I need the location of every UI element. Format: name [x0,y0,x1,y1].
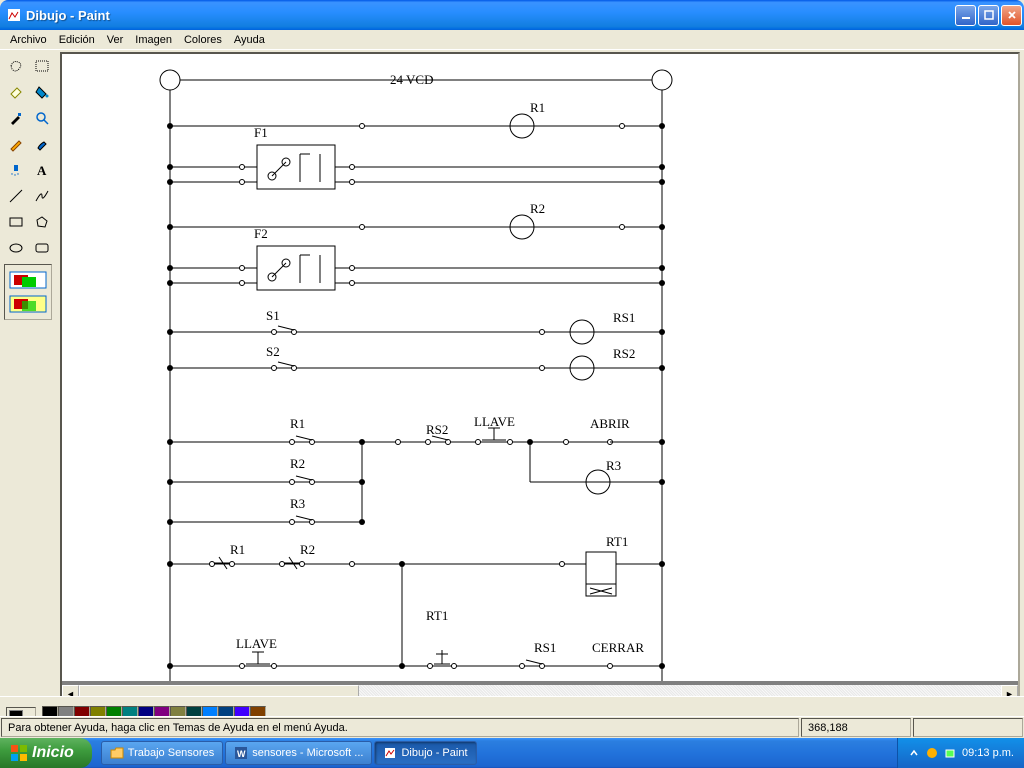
tool-fill[interactable] [30,80,54,104]
tool-text[interactable]: A [30,158,54,182]
tray-icon [944,747,956,759]
tray-icon [926,747,938,759]
app-icon [6,7,22,23]
svg-text:S2: S2 [266,344,280,359]
taskbar: Inicio Trabajo Sensores W sensores - Mic… [0,738,1024,768]
status-coords: 368,188 [801,718,911,737]
svg-text:RS1: RS1 [534,640,556,655]
svg-text:24 VCD: 24 VCD [390,72,433,87]
svg-text:RS2: RS2 [426,422,448,437]
status-size [913,718,1023,737]
tool-rect-select[interactable] [30,54,54,78]
tool-airbrush[interactable] [4,158,28,182]
menu-ayuda[interactable]: Ayuda [228,32,271,48]
start-label: Inicio [32,744,74,762]
tool-brush[interactable] [30,132,54,156]
title-bar: Dibujo - Paint [0,0,1024,30]
menu-edicion[interactable]: Edición [53,32,101,48]
tool-pencil[interactable] [4,132,28,156]
svg-text:RT1: RT1 [606,534,628,549]
svg-text:LLAVE: LLAVE [474,414,515,429]
tool-picker[interactable] [4,106,28,130]
canvas-scroll[interactable]: 24 VCD R1 F1 R2 F2 S1 RS1 S2 RS2 R1 RS2 LLAVE ABRIR R… [62,54,1018,702]
close-button[interactable] [1001,5,1022,26]
svg-text:RS1: RS1 [613,310,635,325]
canvas[interactable]: 24 VCD R1 F1 R2 F2 S1 RS1 S2 RS2 R1 RS2 LLAVE ABRIR R… [62,54,1018,681]
svg-text:R1: R1 [290,416,305,431]
word-icon: W [234,746,248,760]
svg-text:S1: S1 [266,308,280,323]
taskbar-item-label: Dibujo - Paint [401,747,467,759]
opaque-option-icon [8,270,48,290]
maximize-button[interactable] [978,5,999,26]
minimize-button[interactable] [955,5,976,26]
taskbar-item-label: Trabajo Sensores [128,747,214,759]
menu-archivo[interactable]: Archivo [4,32,53,48]
taskbar-item-paint[interactable]: Dibujo - Paint [374,741,476,765]
status-help-text: Para obtener Ayuda, haga clic en Temas d… [1,718,799,737]
circuit-diagram: 24 VCD R1 F1 R2 F2 S1 RS1 S2 RS2 R1 RS2 LLAVE ABRIR R… [62,54,1018,681]
menu-colores[interactable]: Colores [178,32,228,48]
tool-polygon[interactable] [30,210,54,234]
tool-magnifier[interactable] [30,106,54,130]
menu-ver[interactable]: Ver [101,32,130,48]
svg-text:R2: R2 [530,201,545,216]
menu-imagen[interactable]: Imagen [129,32,178,48]
svg-text:R1: R1 [230,542,245,557]
tool-options[interactable] [4,264,52,320]
tool-roundrect[interactable] [30,236,54,260]
svg-text:R2: R2 [300,542,315,557]
tray-chevron-icon [908,747,920,759]
svg-text:R2: R2 [290,456,305,471]
svg-text:R1: R1 [530,100,545,115]
svg-text:F2: F2 [254,226,268,241]
tool-free-select[interactable] [4,54,28,78]
windows-logo-icon [10,744,28,762]
title-text: Dibujo - Paint [26,8,955,23]
transparent-option-icon [8,294,48,314]
svg-text:RS2: RS2 [613,346,635,361]
tool-ellipse[interactable] [4,236,28,260]
svg-text:R3: R3 [606,458,621,473]
tool-rect[interactable] [4,210,28,234]
taskbar-item-label: sensores - Microsoft ... [252,747,363,759]
svg-text:CERRAR: CERRAR [592,640,644,655]
svg-text:F1: F1 [254,125,268,140]
svg-text:R3: R3 [290,496,305,511]
menu-bar: Archivo Edición Ver Imagen Colores Ayuda [0,30,1024,50]
window-buttons [955,5,1022,26]
tool-line[interactable] [4,184,28,208]
folder-icon [110,746,124,760]
clock: 09:13 p.m. [962,747,1014,759]
taskbar-item-word[interactable]: W sensores - Microsoft ... [225,741,372,765]
system-tray[interactable]: 09:13 p.m. [897,738,1024,768]
canvas-viewport: 24 VCD R1 F1 R2 F2 S1 RS1 S2 RS2 R1 RS2 LLAVE ABRIR R… [60,52,1020,704]
paint-icon [383,746,397,760]
taskbar-item-folder[interactable]: Trabajo Sensores [101,741,223,765]
client-area: A 24 VCD R1 F1 R2 F2 S1 RS1 S2 RS2 R1 RS2 LLAVE ABRI… [0,50,1024,746]
svg-text:LLAVE: LLAVE [236,636,277,651]
start-button[interactable]: Inicio [0,738,92,768]
svg-text:RT1: RT1 [426,608,448,623]
tool-curve[interactable] [30,184,54,208]
svg-text:A: A [37,163,47,178]
toolbox: A [4,54,56,320]
svg-text:ABRIR: ABRIR [590,416,630,431]
svg-text:W: W [237,749,246,759]
tool-eraser[interactable] [4,80,28,104]
status-bar: Para obtener Ayuda, haga clic en Temas d… [0,716,1024,738]
